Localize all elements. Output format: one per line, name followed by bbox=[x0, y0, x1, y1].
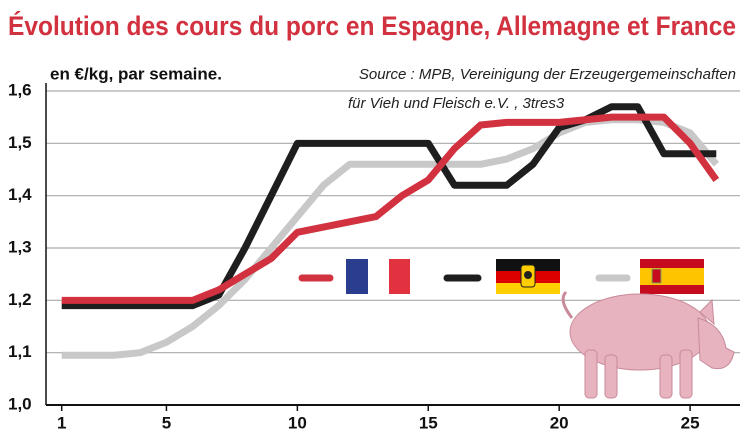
flag-france bbox=[346, 259, 410, 294]
y-tick-label: 1,6 bbox=[8, 80, 32, 99]
subtitle: en €/kg, par semaine. bbox=[50, 64, 222, 83]
y-tick-label: 1,4 bbox=[8, 185, 32, 204]
pig bbox=[561, 290, 735, 399]
flag-spain bbox=[640, 259, 704, 294]
x-tick-label: 15 bbox=[419, 413, 438, 432]
x-tick-label: 20 bbox=[550, 413, 569, 432]
x-tick-label: 10 bbox=[288, 413, 307, 432]
source: für Vieh und Fleisch e.V. , 3tres3 bbox=[348, 95, 565, 112]
series-line bbox=[61, 113, 720, 304]
y-tick-label: 1,5 bbox=[8, 133, 32, 152]
series-line bbox=[61, 103, 717, 310]
x-tick-label: 25 bbox=[681, 413, 700, 432]
plot-area: 1,01,11,21,31,41,51,61 5 10 15 20 25 bbox=[8, 80, 740, 432]
legend bbox=[298, 259, 704, 294]
flag-germany bbox=[496, 259, 560, 294]
x-tick-label: 5 bbox=[162, 413, 171, 432]
y-tick-label: 1,1 bbox=[8, 342, 32, 361]
y-tick-label: 1,2 bbox=[8, 290, 32, 309]
x-tick-label: 1 bbox=[57, 413, 66, 432]
y-tick-label: 1,0 bbox=[8, 394, 32, 413]
y-tick-label: 1,3 bbox=[8, 237, 32, 256]
chart-title: Évolution des cours du porc en Espagne, … bbox=[8, 10, 736, 41]
source: Source : MPB, Vereinigung der Erzeugerge… bbox=[359, 66, 736, 83]
